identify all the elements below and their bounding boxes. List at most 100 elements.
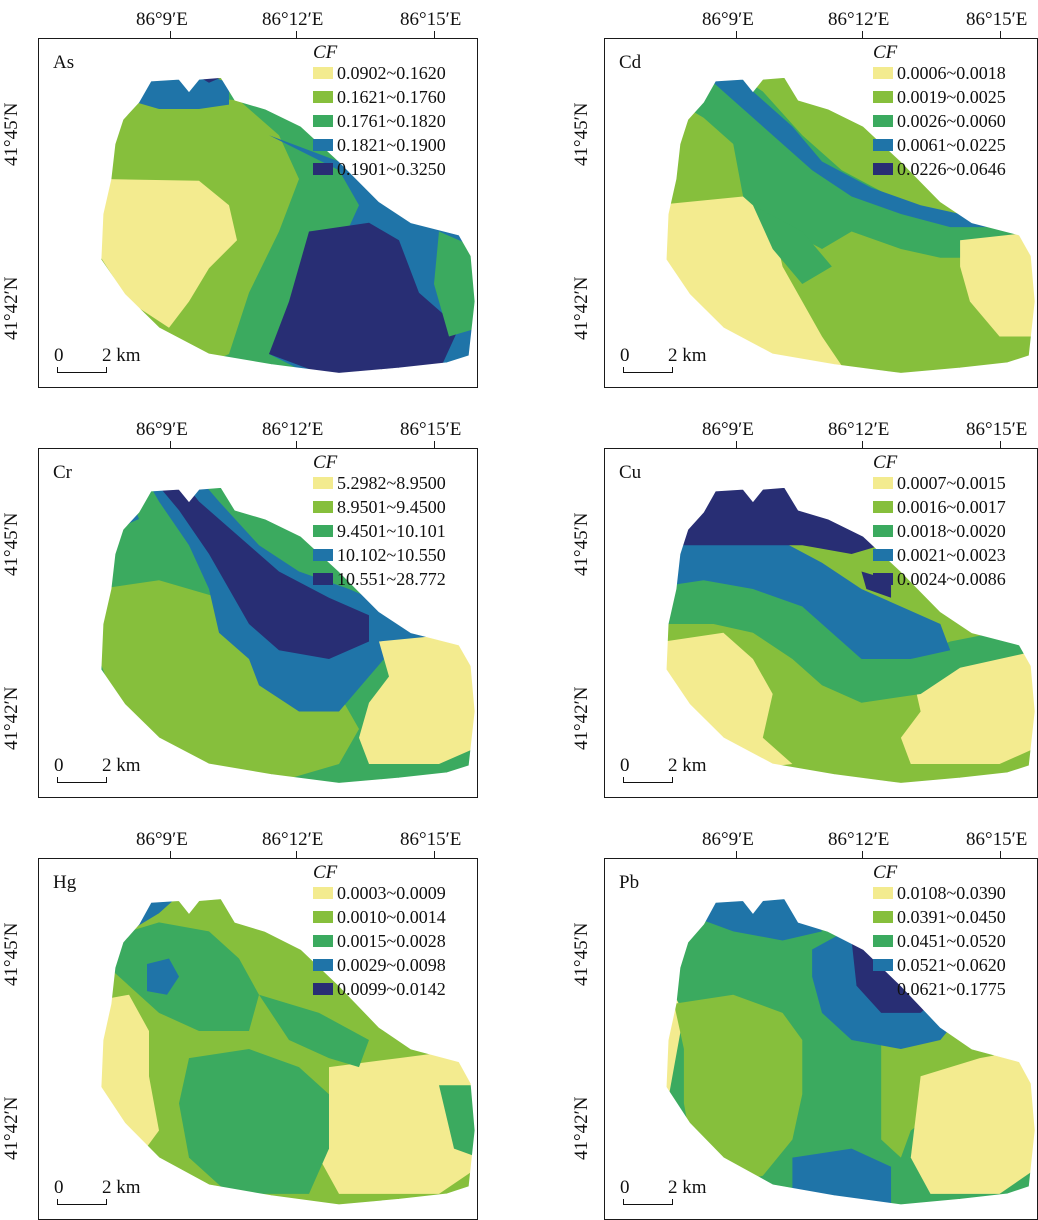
legend-item: 0.0621~0.1775	[873, 977, 1006, 1001]
legend-swatch	[873, 911, 893, 923]
cf-map	[100, 487, 476, 784]
legend-swatch	[873, 959, 893, 971]
lat-tick-label: 41°42′N	[571, 1096, 592, 1160]
legend-range: 0.0010~0.0014	[337, 907, 446, 927]
lon-tick-label: 86°12′E	[828, 829, 890, 850]
legend-item: 0.0061~0.0225	[873, 133, 1006, 157]
cf-zone-class-5	[702, 57, 730, 78]
legend-range: 0.0021~0.0023	[897, 545, 1006, 565]
lon-tick-mark	[170, 851, 172, 858]
cf-zone-class-4	[666, 898, 822, 941]
legend-title: CF	[873, 862, 898, 883]
element-label: Cu	[619, 462, 642, 483]
lon-tick-mark	[434, 441, 436, 448]
cf-zone-class-5	[434, 615, 469, 629]
lon-tick-mark	[170, 31, 172, 38]
scale-km-label: 2 km	[102, 345, 141, 366]
cf-zone-class-1	[960, 231, 1036, 337]
legend-swatch	[873, 163, 893, 175]
study-area-outline	[100, 487, 476, 784]
cf-zone-class-4	[666, 536, 951, 659]
legend-range: 0.0018~0.0020	[897, 521, 1006, 541]
legend-item: 0.1761~0.1820	[313, 109, 446, 133]
map-frame: Cu CF 0.0007~0.0015 0.0016~0.0017 0.0018~0.0…	[604, 448, 1038, 798]
element-label: Cr	[53, 462, 72, 483]
lon-tick-label: 86°15′E	[966, 829, 1028, 850]
scale-zero-label: 0	[620, 345, 630, 366]
cf-zone-class-1	[910, 1049, 1036, 1194]
element-label: As	[53, 52, 75, 73]
legend-item: 0.0019~0.0025	[873, 85, 1006, 109]
lon-tick-mark	[296, 441, 298, 448]
legend-title: CF	[873, 42, 898, 63]
cf-map	[100, 77, 476, 374]
legend-item: 0.0521~0.0620	[873, 953, 1006, 977]
lon-tick-label: 86°12′E	[262, 419, 324, 440]
legend-range: 0.0007~0.0015	[897, 473, 1006, 493]
legend-range: 0.1901~0.3250	[337, 159, 446, 179]
legend-item: 0.0007~0.0015	[873, 471, 1006, 495]
map-frame: Hg CF 0.0003~0.0009 0.0010~0.0014 0.0015~0.0…	[38, 858, 478, 1220]
legend-item: 0.0451~0.0520	[873, 929, 1006, 953]
legend-swatch	[313, 139, 333, 151]
cf-zone-class-5	[743, 872, 773, 888]
scale-km-label: 2 km	[668, 1177, 707, 1198]
legend-item: 0.0018~0.0020	[873, 519, 1006, 543]
legend-item: 0.0021~0.0023	[873, 543, 1006, 567]
lon-tick-mark	[862, 851, 864, 858]
cf-zone-class-3	[439, 1085, 475, 1158]
legend-swatch	[873, 573, 893, 585]
legend-title: CF	[313, 862, 338, 883]
cf-zone-class-3	[259, 994, 369, 1068]
legend-item: 0.0902~0.1620	[313, 61, 446, 85]
scale-bar-line	[57, 777, 107, 783]
legend-item: 10.102~10.550	[313, 543, 446, 567]
legend-swatch	[313, 887, 333, 899]
legend-swatch	[313, 573, 333, 585]
lon-tick-mark	[736, 851, 738, 858]
scale-bar-line	[623, 1199, 673, 1205]
legend-item: 0.0024~0.0086	[873, 567, 1006, 591]
lon-tick-mark	[434, 31, 436, 38]
cf-zone-class-1	[101, 179, 237, 328]
legend-range: 0.0015~0.0028	[337, 931, 446, 951]
lon-tick-mark	[296, 851, 298, 858]
cf-zone-class-4	[147, 958, 179, 995]
legend-title: CF	[313, 42, 338, 63]
lon-tick-label: 86°9′E	[702, 829, 754, 850]
legend-swatch	[313, 477, 333, 489]
lat-tick-label: 41°42′N	[571, 686, 592, 750]
legend-item: 0.0016~0.0017	[873, 495, 1006, 519]
lon-tick-label: 86°12′E	[262, 9, 324, 30]
cf-zone-class-5	[149, 487, 369, 659]
legend: 0.0003~0.0009 0.0010~0.0014 0.0015~0.0028 0…	[313, 881, 446, 1001]
legend-swatch	[313, 67, 333, 79]
legend-item: 0.0003~0.0009	[313, 881, 446, 905]
lon-tick-label: 86°12′E	[828, 419, 890, 440]
legend-swatch	[873, 525, 893, 537]
scale-bar-line	[57, 1199, 107, 1205]
lat-tick-label: 41°45′N	[571, 512, 592, 576]
lon-tick-label: 86°12′E	[262, 829, 324, 850]
legend-range: 0.0226~0.0646	[897, 159, 1006, 179]
legend-swatch	[313, 501, 333, 513]
cf-map	[100, 898, 476, 1206]
legend-range: 0.0451~0.0520	[897, 931, 1006, 951]
scale-km-label: 2 km	[668, 345, 707, 366]
study-area-outline	[100, 77, 476, 374]
legend-range: 5.2982~8.9500	[337, 473, 446, 493]
legend-range: 0.0016~0.0017	[897, 497, 1006, 517]
legend-swatch	[313, 525, 333, 537]
cf-zone-class-1	[119, 77, 149, 92]
scale-bar-line	[623, 367, 673, 373]
legend: 0.0006~0.0018 0.0019~0.0025 0.0026~0.0060 0…	[873, 61, 1006, 181]
lat-tick-label: 41°42′N	[571, 276, 592, 340]
lat-tick-label: 41°45′N	[1, 922, 22, 986]
map-panel-cr: 86°9′E 86°12′E 86°15′E Cr CF 5.2982~8.9500 8.9…	[1, 410, 478, 798]
legend-swatch	[313, 91, 333, 103]
cf-zone-class-4	[129, 77, 229, 109]
legend-title: CF	[313, 452, 338, 473]
lon-tick-mark	[862, 31, 864, 38]
lon-tick-label: 86°9′E	[136, 9, 188, 30]
lon-tick-mark	[296, 31, 298, 38]
